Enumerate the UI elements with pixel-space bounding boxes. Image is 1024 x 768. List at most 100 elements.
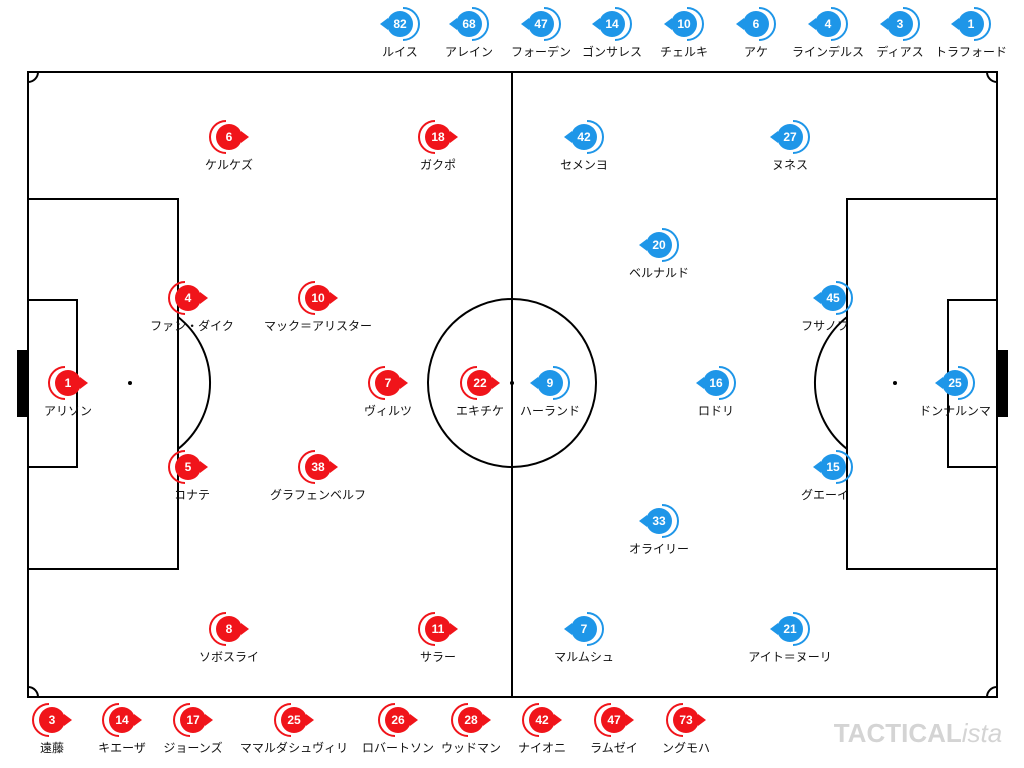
player-number: 73	[679, 713, 693, 727]
token-ring	[418, 120, 436, 154]
player-name: ングモハ	[662, 741, 710, 755]
player-name: ジョーンズ	[163, 740, 222, 755]
token-body	[458, 707, 484, 733]
token-ring	[830, 7, 848, 41]
player-token: 25 ドンナルンマ	[919, 366, 991, 418]
player-name: ウッドマン	[441, 741, 501, 755]
player-number: 6	[226, 130, 233, 144]
token-pointer	[241, 623, 249, 635]
token-body	[537, 370, 563, 396]
token-ring	[298, 281, 316, 315]
token-body	[743, 11, 769, 37]
player-token: 17 ジョーンズ	[163, 703, 223, 755]
player-number: 7	[581, 622, 588, 636]
player-number: 9	[547, 376, 554, 390]
token-pointer	[450, 131, 458, 143]
player-number: 82	[393, 17, 407, 31]
player-name: アレイン	[445, 45, 493, 59]
token-body	[385, 707, 411, 733]
player-token: 27 ヌネス	[770, 120, 810, 172]
token-ring	[522, 703, 540, 737]
player-number: 17	[186, 713, 200, 727]
player-token: 18 ガクポ	[418, 120, 458, 172]
player-name: セメンヨ	[560, 158, 608, 172]
token-body	[456, 11, 482, 37]
token-pointer	[80, 377, 88, 389]
player-token: 38 グラフェンベルフ	[270, 450, 366, 502]
token-body	[673, 707, 699, 733]
token-pointer	[134, 714, 142, 726]
token-pointer	[330, 292, 338, 304]
player-name: ロドリ	[698, 404, 734, 418]
token-ring	[209, 120, 227, 154]
token-ring	[957, 366, 975, 400]
token-pointer	[400, 377, 408, 389]
player-name: グラフェンベルフ	[270, 488, 366, 502]
player-number: 8	[226, 622, 233, 636]
token-ring	[902, 7, 920, 41]
token-ring	[543, 7, 561, 41]
token-ring	[368, 366, 386, 400]
token-body	[375, 370, 401, 396]
player-name: グエーイ	[801, 488, 849, 502]
player-number: 6	[753, 17, 760, 31]
player-number: 4	[825, 17, 832, 31]
token-body	[820, 454, 846, 480]
player-name: アイト＝ヌーリ	[748, 650, 831, 664]
token-pointer	[64, 714, 72, 726]
player-token: 47 ラムゼイ	[590, 703, 638, 755]
player-number: 42	[535, 713, 549, 727]
player-token: 14 ゴンサレス	[582, 7, 642, 59]
token-body	[777, 124, 803, 150]
player-token: 10 チェルキ	[660, 7, 708, 59]
player-number: 25	[287, 713, 301, 727]
token-body	[180, 707, 206, 733]
token-body	[599, 11, 625, 37]
token-body	[175, 285, 201, 311]
token-ring	[460, 366, 478, 400]
player-number: 33	[652, 514, 666, 528]
player-number: 47	[534, 17, 548, 31]
player-number: 3	[897, 17, 904, 31]
player-token: 33 オライリー	[629, 504, 689, 556]
token-body	[216, 124, 242, 150]
player-name: マック＝アリスター	[264, 319, 372, 333]
token-ring	[594, 703, 612, 737]
token-ring	[666, 703, 684, 737]
player-token: 47 フォーデン	[511, 7, 571, 59]
token-ring	[835, 281, 853, 315]
token-pointer	[808, 18, 816, 30]
token-ring	[792, 612, 810, 646]
player-name: ロバートソン	[362, 741, 434, 755]
player-number: 3	[49, 713, 56, 727]
token-ring	[298, 450, 316, 484]
player-name: ディアス	[876, 44, 923, 59]
token-pointer	[736, 18, 744, 30]
player-number: 1	[968, 17, 975, 31]
token-ring	[661, 228, 679, 262]
player-number: 14	[605, 17, 619, 31]
token-pointer	[813, 292, 821, 304]
player-name: フォーデン	[511, 44, 571, 59]
token-pointer	[241, 131, 249, 143]
player-name: ルイス	[382, 45, 418, 59]
player-name: ゴンサレス	[582, 44, 642, 59]
token-pointer	[696, 377, 704, 389]
player-number: 16	[709, 376, 723, 390]
token-ring	[973, 7, 991, 41]
player-token: 45 フサノフ	[801, 281, 853, 333]
player-number: 1	[65, 376, 72, 390]
player-number: 28	[464, 713, 478, 727]
player-name: ベルナルド	[629, 266, 689, 280]
player-name: ラムゼイ	[590, 741, 638, 755]
token-body	[305, 454, 331, 480]
player-token: 4 ラインデルス	[792, 7, 864, 59]
token-pointer	[564, 623, 572, 635]
token-pointer	[770, 623, 778, 635]
token-body	[425, 616, 451, 642]
token-body	[425, 124, 451, 150]
token-pointer	[410, 714, 418, 726]
brand-main: TACTICAL	[834, 718, 962, 748]
token-pointer	[530, 377, 538, 389]
player-token: 1 トラフォード	[935, 7, 1007, 59]
